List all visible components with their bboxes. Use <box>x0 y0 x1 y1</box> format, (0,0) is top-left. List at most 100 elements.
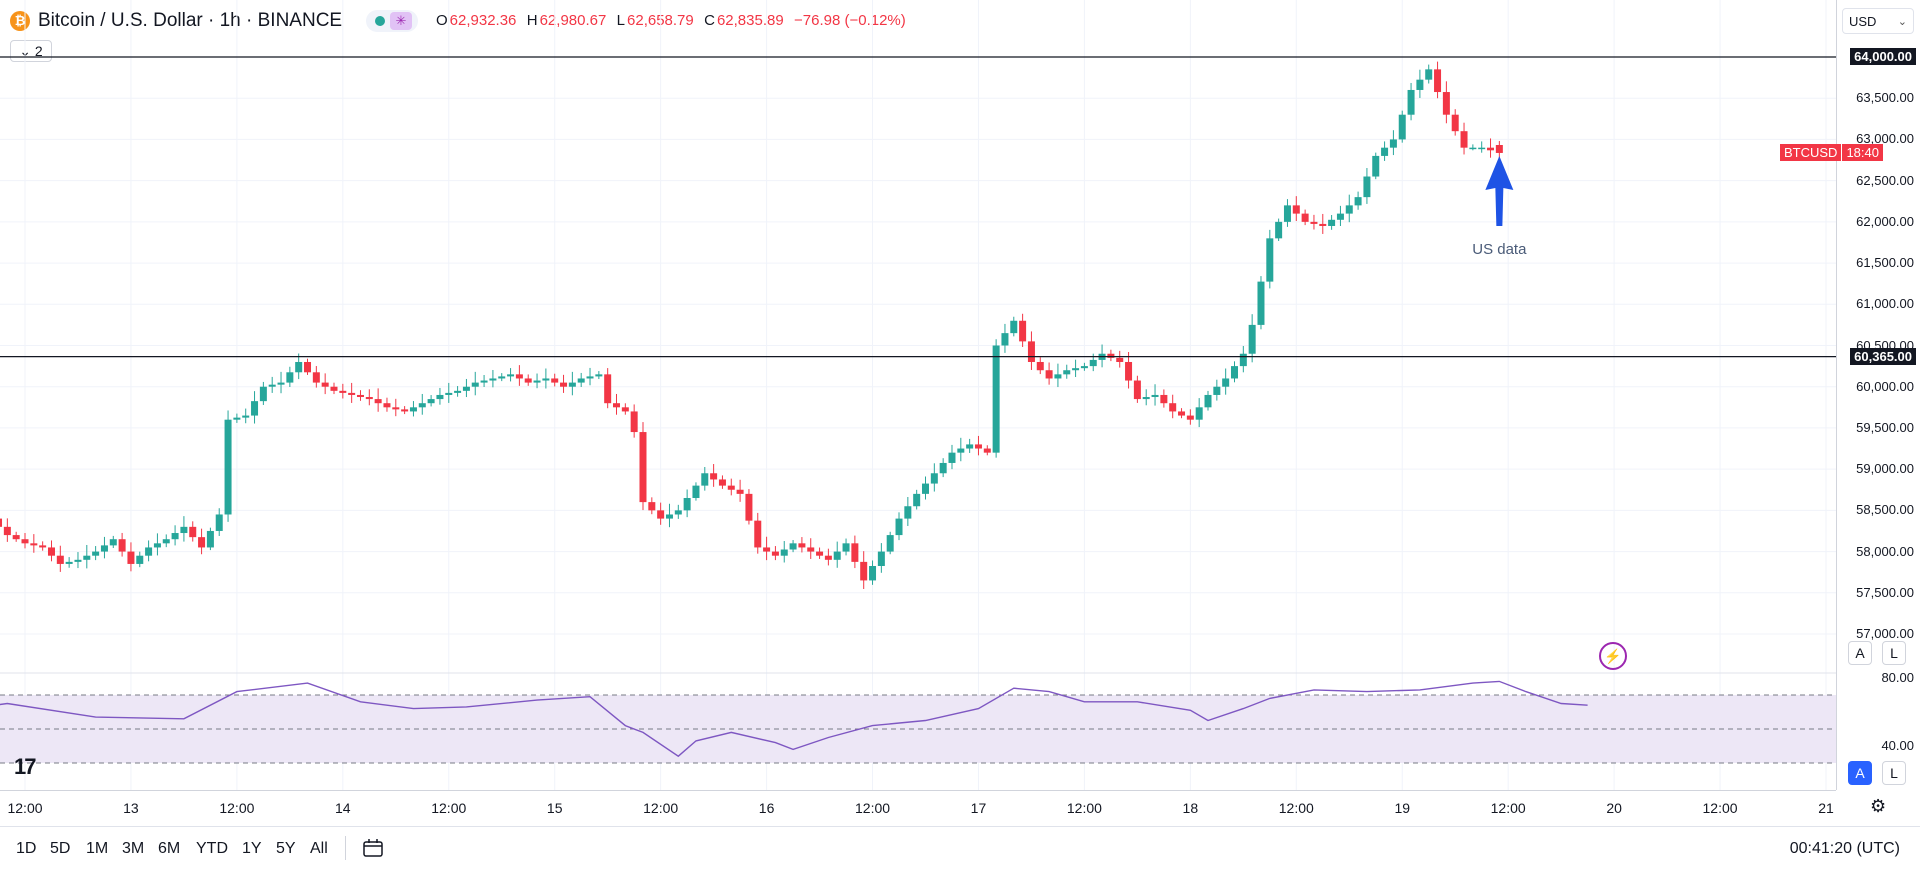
candle-body <box>480 380 488 383</box>
chart-header: ₿ Bitcoin / U.S. Dollar · 1h · BINANCE ✳… <box>0 0 1840 42</box>
candle-body <box>0 518 3 527</box>
candle-body <box>392 407 400 410</box>
candle-body <box>1319 223 1327 226</box>
candle-body <box>1328 219 1336 226</box>
candle-body <box>1487 147 1495 151</box>
candle-body <box>1080 366 1088 369</box>
time-axis[interactable] <box>0 790 1836 827</box>
auto-scale-button[interactable]: A <box>1848 641 1872 665</box>
change-value: −76.98 (−0.12%) <box>794 12 906 29</box>
candle-body <box>348 392 356 395</box>
candle-body <box>224 419 232 515</box>
candle-body <box>507 374 515 377</box>
candle-body <box>30 543 38 546</box>
price-tick-label: 57,000.00 <box>1856 626 1914 641</box>
low-key: L <box>616 12 626 29</box>
range-button-5d[interactable]: 5D <box>50 840 71 857</box>
candle-body <box>727 485 735 490</box>
candle-body <box>330 386 338 391</box>
candle-body <box>913 493 921 507</box>
candle-body <box>1116 357 1124 362</box>
flash-icon[interactable]: ⚡ <box>1599 642 1627 670</box>
range-button-ytd[interactable]: YTD <box>196 840 228 857</box>
candle-body <box>533 380 541 383</box>
utc-clock[interactable]: 00:41:20 (UTC) <box>1789 840 1900 857</box>
rsi-tick-label: 80.00 <box>1881 670 1914 685</box>
candle-body <box>621 407 629 412</box>
rsi-auto-scale-button[interactable]: A <box>1848 761 1872 785</box>
last-price-label: BTCUSD 18:40 <box>1780 143 1883 162</box>
candle-body <box>1301 213 1309 222</box>
candle-body <box>939 462 947 474</box>
candle-body <box>1381 147 1389 156</box>
high-value: 62,980.67 <box>539 12 607 29</box>
candle-body <box>295 361 303 373</box>
candle-body <box>648 502 656 511</box>
candle-body <box>851 543 859 562</box>
candle-body <box>674 510 682 515</box>
candle-body <box>1160 394 1168 404</box>
candle-body <box>1195 407 1203 420</box>
time-tick-label: 21 <box>1818 800 1834 816</box>
candle-body <box>745 493 753 521</box>
rsi-log-scale-button[interactable]: L <box>1882 761 1906 785</box>
candle-body <box>365 397 373 400</box>
candle-body <box>1054 374 1062 379</box>
candle-body <box>251 401 259 416</box>
calendar-icon[interactable] <box>362 838 384 858</box>
log-scale-button[interactable]: L <box>1882 641 1906 665</box>
market-status-icon <box>375 16 385 26</box>
candle-body <box>498 376 506 379</box>
annotation-arrow-icon <box>1485 155 1514 226</box>
candle-body <box>1407 89 1415 115</box>
candle-body <box>427 399 435 404</box>
range-button-6m[interactable]: 6M <box>158 840 181 857</box>
candle-body <box>1275 221 1283 239</box>
candle-body <box>304 361 312 373</box>
tradingview-logo[interactable]: 17 <box>14 754 37 779</box>
candle-body <box>860 561 868 581</box>
open-key: O <box>436 12 448 29</box>
price-tick-label: 63,000.00 <box>1856 131 1914 147</box>
candle-body <box>1169 403 1177 412</box>
candle-body <box>259 386 267 402</box>
price-tick-label: 60,000.00 <box>1856 378 1914 394</box>
candle-body <box>312 372 320 383</box>
range-button-1y[interactable]: 1Y <box>242 840 262 857</box>
candle-body <box>1036 361 1044 371</box>
candle-body <box>824 555 832 560</box>
candle-body <box>1363 176 1371 198</box>
time-tick-label: 12:00 <box>1066 800 1102 816</box>
range-button-1m[interactable]: 1M <box>86 840 109 857</box>
open-value: 62,932.36 <box>449 12 517 29</box>
candle-body <box>180 526 188 534</box>
close-key: C <box>704 12 715 29</box>
candle-body <box>374 399 382 404</box>
price-chart[interactable]: US data <box>0 0 1836 790</box>
symbol-title[interactable]: Bitcoin / U.S. Dollar · 1h · BINANCE <box>38 10 343 31</box>
candle-body <box>109 539 117 546</box>
candle-body <box>886 535 894 552</box>
rsi-line <box>0 680 1588 758</box>
candle-body <box>489 378 497 381</box>
candle-body <box>1257 281 1265 325</box>
candle-body <box>83 555 91 560</box>
range-button-3m[interactable]: 3M <box>122 840 145 857</box>
candle-body <box>1125 361 1133 381</box>
candle-body <box>1010 320 1018 334</box>
time-tick-label: 14 <box>335 800 351 816</box>
candle-body <box>922 483 929 494</box>
candle-body <box>904 506 912 519</box>
candle-body <box>604 374 612 404</box>
settings-gear-icon[interactable]: ⚙ <box>1870 796 1887 816</box>
range-button-5y[interactable]: 5Y <box>276 840 296 857</box>
currency-select[interactable]: USD ⌄ <box>1842 8 1914 34</box>
candle-body <box>189 526 197 538</box>
candle-body <box>1089 359 1097 367</box>
share-icon[interactable]: ✳ <box>390 12 412 30</box>
candle-body <box>21 539 29 544</box>
range-button-1d[interactable]: 1D <box>16 840 37 857</box>
time-tick-label: 15 <box>546 800 563 816</box>
rsi-tick-label: 40.00 <box>1881 738 1914 753</box>
range-button-all[interactable]: All <box>310 840 328 857</box>
